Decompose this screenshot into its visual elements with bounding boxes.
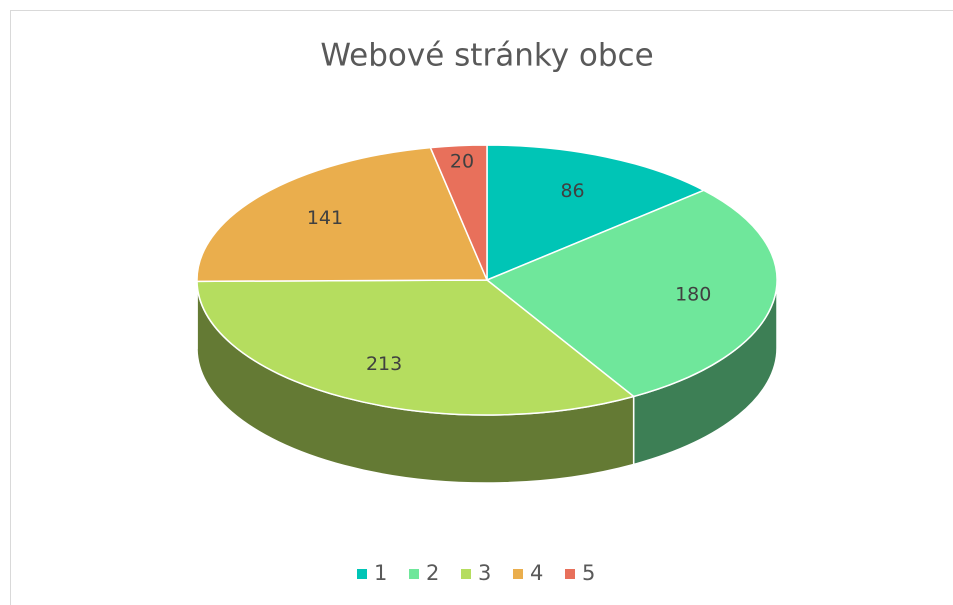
legend-swatch bbox=[513, 569, 523, 579]
data-label: 141 bbox=[307, 207, 343, 229]
legend-label: 1 bbox=[374, 561, 387, 585]
pie-slice bbox=[196, 279, 636, 416]
data-label: 20 bbox=[450, 150, 474, 172]
legend-label: 4 bbox=[530, 561, 543, 585]
pie-slice bbox=[429, 144, 488, 281]
data-label: 213 bbox=[366, 353, 402, 375]
legend-label: 2 bbox=[426, 561, 439, 585]
legend-label: 5 bbox=[582, 561, 595, 585]
pie-slice bbox=[485, 189, 778, 398]
legend-swatch bbox=[461, 569, 471, 579]
legend-swatch bbox=[409, 569, 419, 579]
legend-label: 3 bbox=[478, 561, 491, 585]
legend-swatch bbox=[357, 569, 367, 579]
pie-slice bbox=[196, 146, 489, 283]
data-label: 180 bbox=[675, 284, 711, 306]
data-label: 86 bbox=[560, 180, 584, 202]
legend-swatch bbox=[565, 569, 575, 579]
pie-slice bbox=[486, 144, 706, 282]
chart-title: Webové stránky obce bbox=[320, 38, 653, 74]
